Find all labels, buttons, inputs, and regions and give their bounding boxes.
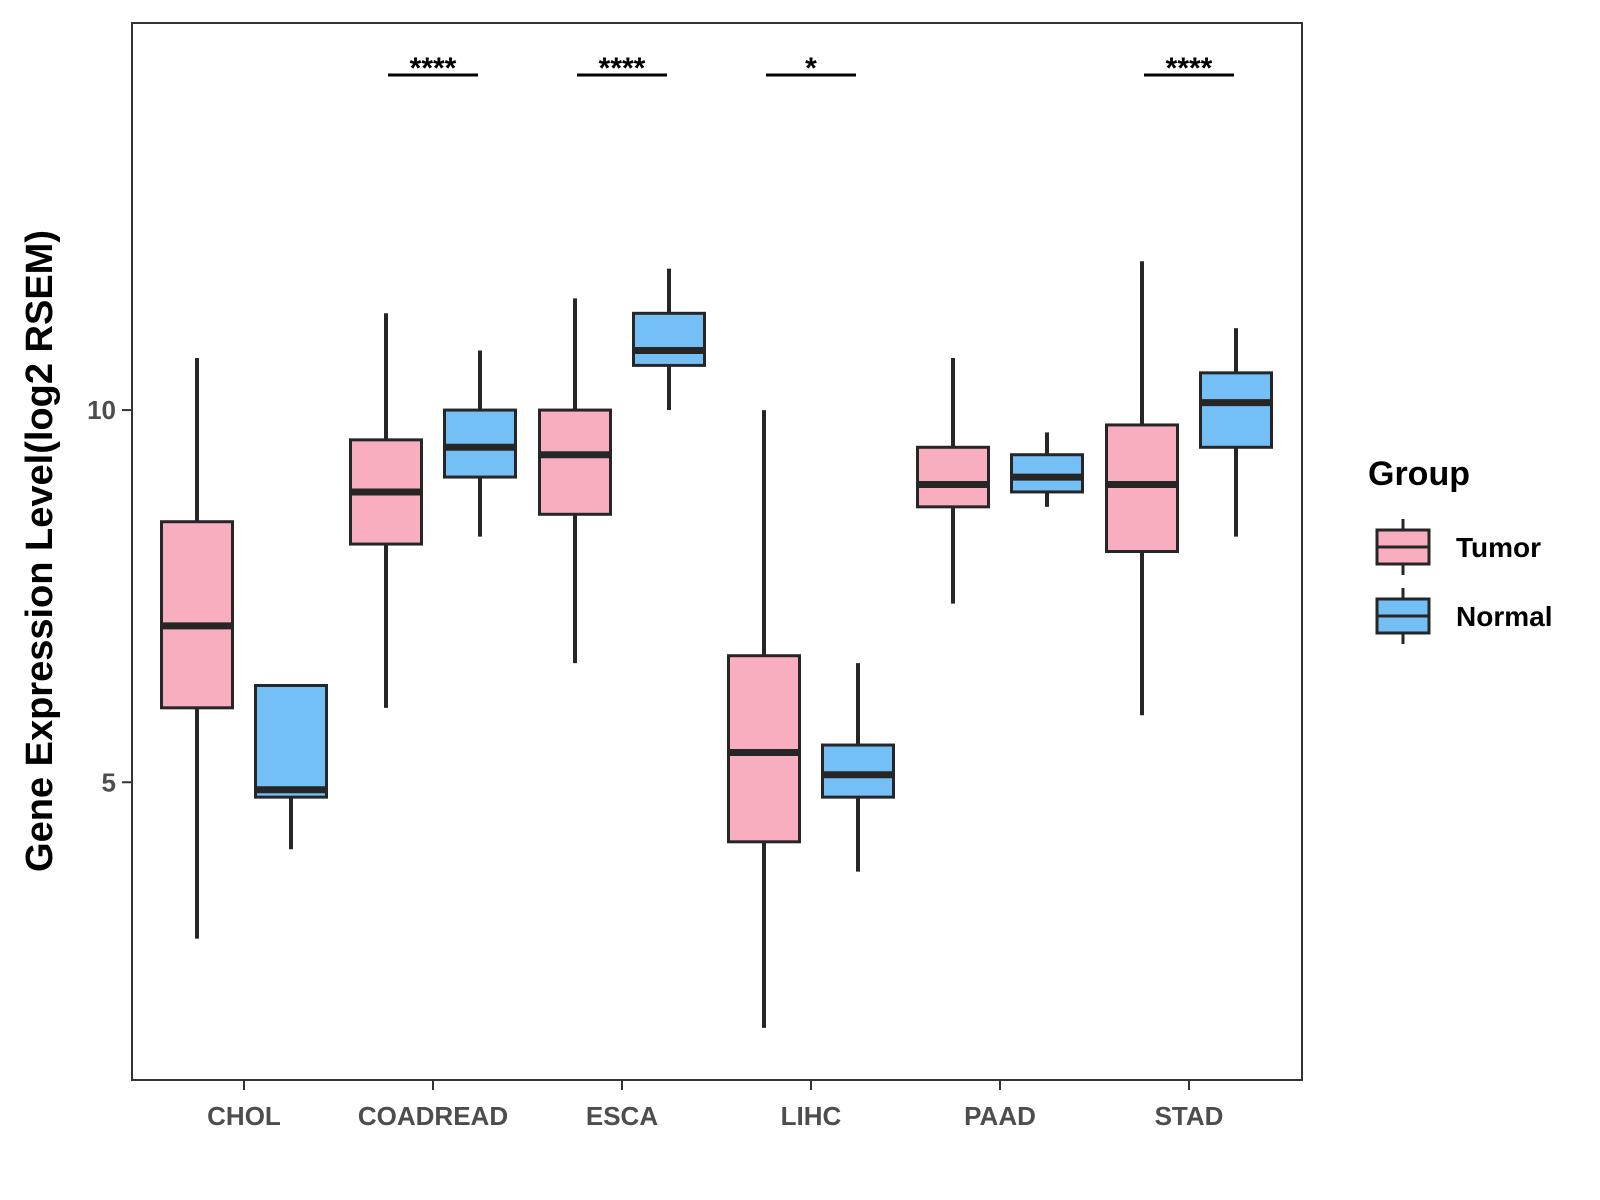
box-body-normal-stad: [1199, 371, 1273, 449]
significance-label-stad: ****: [1166, 52, 1213, 85]
box-normal-paad: [1010, 432, 1084, 507]
x-tick-label-esca: ESCA: [586, 1101, 658, 1131]
box-body-tumor-chol: [160, 520, 234, 710]
box-tumor-stad: [1105, 261, 1179, 716]
box-body-normal-chol: [254, 683, 328, 799]
legend-label-tumor: Tumor: [1456, 532, 1541, 563]
x-tick-label-chol: CHOL: [207, 1101, 281, 1131]
significance-label-lihc: *: [805, 52, 817, 85]
legend-title: Group: [1368, 455, 1470, 493]
x-tick-label-lihc: LIHC: [781, 1101, 842, 1131]
x-tick-label-paad: PAAD: [964, 1101, 1036, 1131]
box-tumor-esca: [538, 298, 612, 664]
plot-area: **** **** * ****: [160, 52, 1273, 1028]
legend: Group Tumor Normal: [1368, 455, 1552, 644]
y-tick-label-10: 10: [87, 395, 116, 425]
y-axis-title: Gene Expression Level(log2 RSEM): [19, 230, 61, 872]
box-body-normal-lihc: [821, 743, 895, 799]
box-normal-chol: [254, 683, 328, 850]
box-tumor-chol: [160, 357, 234, 939]
box-normal-coadread: [443, 350, 517, 537]
box-normal-esca: [632, 268, 706, 411]
box-body-tumor-stad: [1105, 423, 1179, 553]
x-tick-label-coadread: COADREAD: [358, 1101, 508, 1131]
axes: CHOL COADREAD ESCA LIHC PAAD STAD 5 10: [87, 395, 1223, 1131]
box-body-tumor-paad: [916, 445, 990, 509]
significance-label-esca: ****: [599, 52, 646, 85]
legend-item-tumor: Tumor: [1375, 519, 1541, 575]
box-body-tumor-lihc: [727, 654, 801, 844]
box-tumor-coadread: [349, 313, 423, 708]
box-body-normal-esca: [632, 311, 706, 367]
box-normal-stad: [1199, 328, 1273, 537]
plot-panel-border: [131, 22, 1303, 1081]
legend-item-normal: Normal: [1375, 588, 1552, 644]
x-tick-label-stad: STAD: [1155, 1101, 1224, 1131]
box-normal-lihc: [821, 663, 895, 872]
box-tumor-paad: [916, 357, 990, 604]
box-body-tumor-esca: [538, 408, 612, 516]
legend-label-normal: Normal: [1456, 601, 1552, 632]
y-tick-label-5: 5: [102, 767, 116, 797]
box-body-normal-coadread: [443, 408, 517, 479]
box-body-normal-paad: [1010, 453, 1084, 494]
significance-label-coadread: ****: [410, 52, 457, 85]
box-tumor-lihc: [727, 410, 801, 1028]
